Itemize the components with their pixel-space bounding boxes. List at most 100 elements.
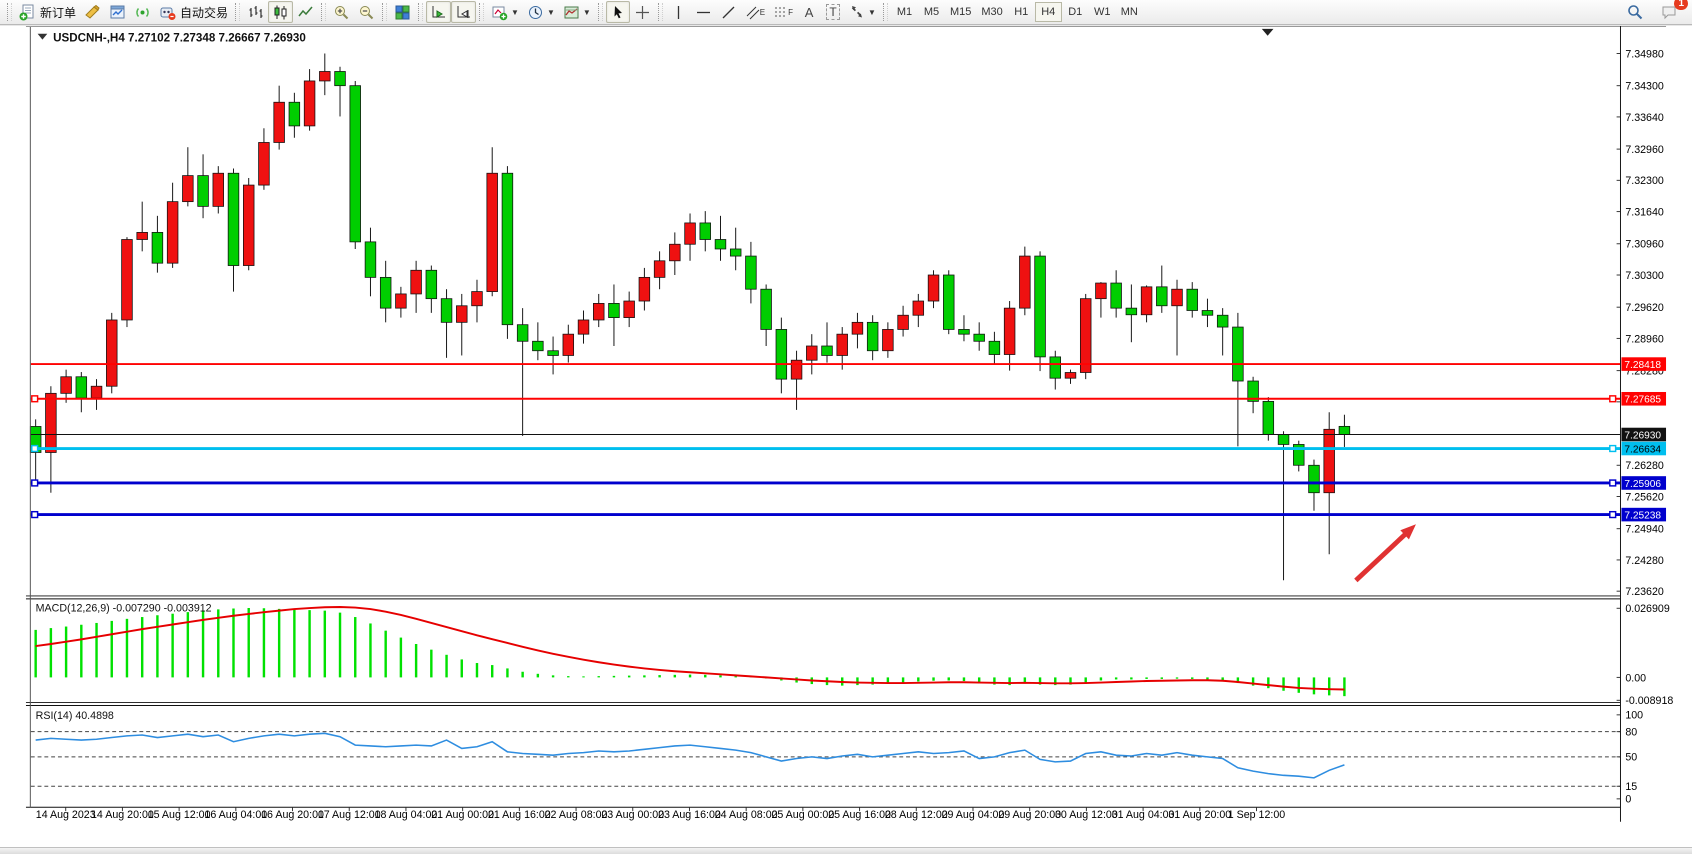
- timeframe-h1-button[interactable]: H1: [1014, 6, 1029, 18]
- timeframe-d1-button[interactable]: D1: [1068, 6, 1083, 18]
- time-axis-label: 17 Aug 12:00: [318, 809, 381, 821]
- messages-badge: 1: [1674, 0, 1688, 10]
- autotrading-button[interactable]: 自动交易: [155, 1, 232, 23]
- chevron-down-icon: ▼: [511, 7, 519, 17]
- candle: [927, 274, 940, 302]
- crosshair-tool-button[interactable]: [630, 1, 655, 23]
- toolbar-grip[interactable]: [479, 3, 485, 21]
- chart-canvas[interactable]: 100 80 50 150 0.026909 0.00 -0.008918 7.34980 7.…: [0, 26, 1692, 847]
- label-tool-button[interactable]: T: [821, 1, 845, 23]
- new-order-icon: [19, 4, 34, 20]
- toolbar-grip[interactable]: [418, 3, 424, 21]
- one-click-trading-toggle[interactable]: [37, 33, 48, 40]
- candle: [471, 291, 483, 307]
- line-handle[interactable]: [1609, 444, 1617, 453]
- horizontal-line-tool-button[interactable]: [691, 1, 716, 23]
- candle: [1034, 255, 1046, 358]
- templates-button[interactable]: ▼: [559, 1, 595, 23]
- signals-button[interactable]: [130, 1, 155, 23]
- line-handle[interactable]: [31, 510, 39, 519]
- candle: [988, 340, 1001, 355]
- chart-shift-icon: [457, 5, 471, 18]
- price-tag-label: 7.27685: [1624, 395, 1661, 406]
- rsi-line: [35, 732, 1345, 779]
- price-tag: [1621, 391, 1667, 406]
- rsi-axis-label: 80: [1625, 727, 1637, 739]
- candle: [745, 255, 757, 290]
- toolbar-grip[interactable]: [7, 3, 12, 21]
- chart-shift-marker[interactable]: [1261, 28, 1274, 36]
- timeframe-m5-button[interactable]: M5: [923, 6, 940, 18]
- price-axis-label: 7.24280: [1625, 555, 1664, 567]
- vertical-line-tool-button[interactable]: [666, 1, 691, 23]
- cursor-tool-button[interactable]: [605, 1, 630, 23]
- timeframe-h4-button[interactable]: H4: [1034, 2, 1062, 22]
- candle: [288, 101, 301, 127]
- toolbar-grip[interactable]: [321, 3, 327, 21]
- price-tag: [1621, 427, 1667, 442]
- time-axis-label: 28 Aug 12:00: [885, 809, 948, 821]
- candle: [912, 300, 925, 316]
- megaphone-icon: [85, 4, 100, 19]
- candle: [1216, 314, 1229, 328]
- indicators-button[interactable]: ▼: [487, 1, 523, 23]
- timeframe-m30-button[interactable]: M30: [981, 6, 1003, 18]
- price-axis-label: 7.26280: [1625, 460, 1664, 472]
- toolbar-grip[interactable]: [657, 3, 663, 21]
- chart-background: [25, 26, 1667, 822]
- search-button[interactable]: [1622, 1, 1648, 23]
- toolbar-grip[interactable]: [382, 3, 388, 21]
- data-window-button[interactable]: [105, 1, 130, 23]
- price-axis-label: 7.33640: [1625, 112, 1664, 124]
- channel-icon: [746, 6, 760, 20]
- new-order-button[interactable]: 新订单: [15, 1, 80, 23]
- line-handle[interactable]: [1609, 510, 1617, 519]
- candle: [501, 172, 514, 326]
- vertical-line-icon: [677, 5, 679, 19]
- line-handle[interactable]: [31, 395, 39, 403]
- arrow-annotation[interactable]: [1354, 529, 1411, 583]
- trendline-tool-button[interactable]: [716, 1, 741, 23]
- periods-button[interactable]: ▼: [523, 1, 559, 23]
- candle: [1186, 288, 1198, 311]
- candle: [1247, 380, 1259, 402]
- timeframe-m15-button[interactable]: M15: [949, 6, 972, 18]
- text-tool-glyph: A: [804, 4, 814, 20]
- messages-button[interactable]: 1: [1656, 0, 1688, 23]
- candle: [75, 376, 88, 399]
- line-chart-button[interactable]: [293, 1, 318, 23]
- candle: [943, 274, 955, 330]
- channel-tool-button[interactable]: E: [741, 1, 769, 23]
- timeframe-m1-button[interactable]: M1: [896, 6, 913, 18]
- chart-shift-button[interactable]: [451, 1, 477, 23]
- timeframe-mn-button[interactable]: MN: [1120, 6, 1138, 18]
- candle: [897, 314, 909, 330]
- chevron-down-icon: ▼: [582, 7, 591, 17]
- arrow-objects-button[interactable]: ▼: [845, 1, 880, 23]
- market-watch-button[interactable]: [80, 1, 105, 23]
- line-handle[interactable]: [1609, 395, 1617, 403]
- bar-chart-button[interactable]: [243, 1, 268, 23]
- zoom-in-button[interactable]: [329, 1, 354, 23]
- zoom-out-button[interactable]: [354, 1, 379, 23]
- price-tag-label: 7.26634: [1624, 444, 1661, 455]
- candlestick-chart-button[interactable]: [268, 1, 294, 23]
- price-tag-label: 7.25238: [1624, 510, 1661, 521]
- auto-scroll-button[interactable]: [426, 1, 452, 23]
- candle: [364, 241, 377, 278]
- toolbar-grip[interactable]: [235, 3, 241, 21]
- tile-windows-button[interactable]: [390, 1, 415, 23]
- candle: [440, 298, 453, 323]
- fibonacci-tool-button[interactable]: F: [769, 1, 797, 23]
- line-handle[interactable]: [1609, 479, 1617, 487]
- candle: [166, 201, 179, 264]
- toolbar-grip[interactable]: [597, 3, 603, 21]
- candle: [699, 222, 711, 240]
- text-tool-button[interactable]: A: [797, 1, 821, 23]
- line-handle[interactable]: [31, 479, 39, 487]
- timeframe-w1-button[interactable]: W1: [1094, 6, 1111, 18]
- line-handle[interactable]: [31, 444, 39, 453]
- arrow-objects-icon: [851, 6, 863, 18]
- toolbar-grip[interactable]: [882, 3, 888, 21]
- candle: [562, 333, 575, 356]
